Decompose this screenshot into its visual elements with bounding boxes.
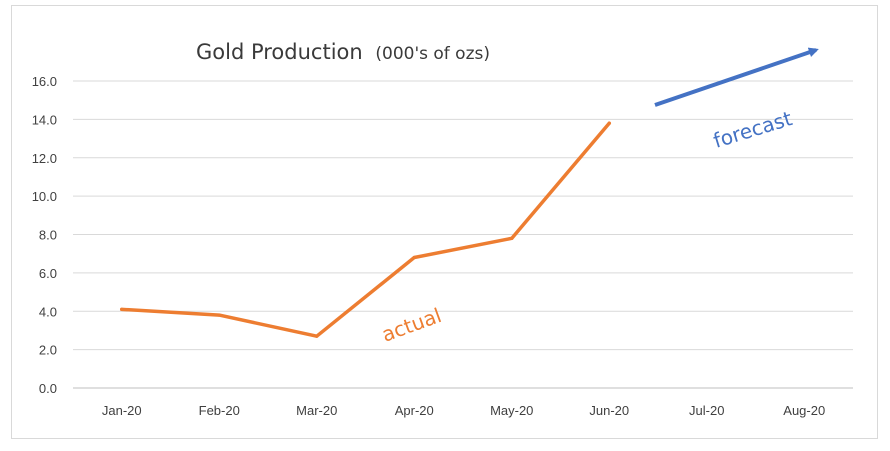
data-point xyxy=(510,236,514,240)
data-point xyxy=(315,334,319,338)
y-tick-label: 10.0 xyxy=(32,189,57,204)
x-tick-label: May-20 xyxy=(490,403,533,418)
y-tick-label: 14.0 xyxy=(32,112,57,127)
series-line xyxy=(120,121,611,338)
y-tick-label: 6.0 xyxy=(39,266,57,281)
y-axis-tick-labels: 0.0 2.0 4.0 6.0 8.0 10.0 12.0 14.0 16.0 xyxy=(32,74,57,396)
y-tick-label: 4.0 xyxy=(39,304,57,319)
data-point xyxy=(217,313,221,317)
annotation-actual: actual xyxy=(379,303,445,347)
y-tick-label: 8.0 xyxy=(39,228,57,243)
x-tick-label: Aug-20 xyxy=(783,403,825,418)
forecast-arrow xyxy=(654,47,819,107)
annotation-forecast: forecast xyxy=(710,106,795,153)
x-tick-label: Jul-20 xyxy=(689,403,724,418)
x-tick-label: Jun-20 xyxy=(589,403,629,418)
data-point xyxy=(607,121,611,125)
data-point xyxy=(120,307,124,311)
y-tick-label: 0.0 xyxy=(39,381,57,396)
x-tick-label: Feb-20 xyxy=(199,403,240,418)
data-point xyxy=(412,255,416,260)
chart-title: Gold Production (000's of ozs) xyxy=(196,40,490,64)
x-axis-tick-labels: Jan-20 Feb-20 Mar-20 Apr-20 May-20 Jun-20 Jul-… xyxy=(102,403,825,418)
x-tick-label: Mar-20 xyxy=(296,403,337,418)
y-tick-label: 16.0 xyxy=(32,74,57,89)
chart-title-text: Gold Production xyxy=(196,40,363,64)
x-tick-label: Jan-20 xyxy=(102,403,142,418)
y-tick-label: 2.0 xyxy=(39,343,57,358)
chart-title-units: (000's of ozs) xyxy=(375,44,490,64)
series-layer xyxy=(120,121,611,338)
x-tick-label: Apr-20 xyxy=(395,403,434,418)
y-tick-label: 12.0 xyxy=(32,151,57,166)
